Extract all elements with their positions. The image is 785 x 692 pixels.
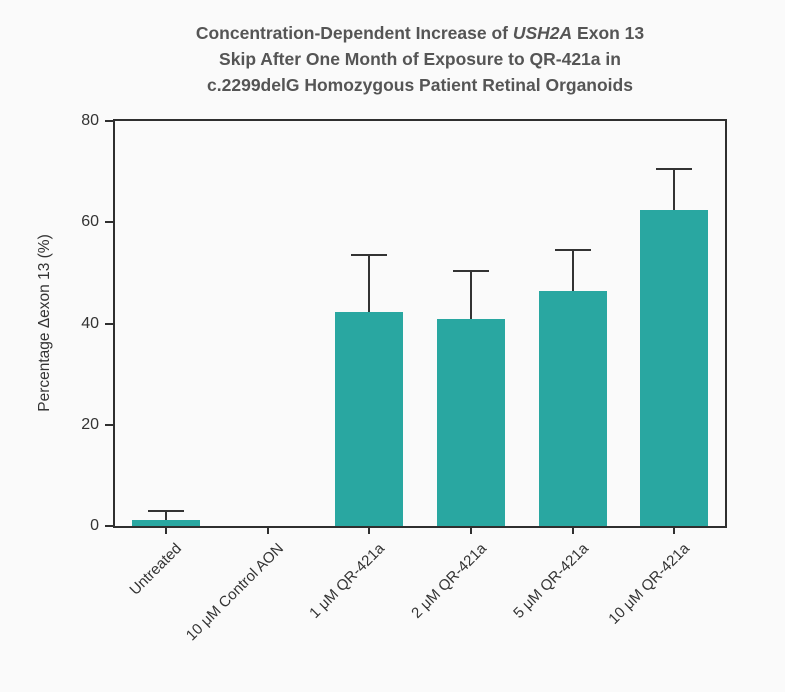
chart-title-segment: Concentration-Dependent Increase of [195, 23, 513, 43]
x-tick-label-text: 10 μM Control AON [182, 540, 287, 645]
x-tick-mark [571, 526, 574, 534]
bar [538, 290, 607, 526]
chart-title-line: Concentration-Dependent Increase of USH2… [103, 20, 737, 46]
x-tick-label-text: 5 μM QR-421a [509, 540, 592, 622]
x-tick-mark [673, 526, 676, 534]
error-bar-stem [673, 167, 676, 210]
bar [640, 209, 709, 526]
error-bar-cap [351, 253, 388, 256]
error-bar-stem [164, 510, 167, 520]
chart-title: Concentration-Dependent Increase of USH2… [103, 20, 737, 98]
x-tick-mark [266, 526, 269, 534]
error-bar-stem [368, 253, 371, 312]
chart-title-line: Skip After One Month of Exposure to QR-4… [103, 46, 737, 72]
bar [131, 519, 200, 526]
error-bar-stem [571, 248, 574, 291]
x-tick-mark [469, 526, 472, 534]
error-bar-cap [147, 510, 184, 513]
chart-title-segment-italic: USH2A [512, 23, 573, 43]
plot-area: Percentage Δexon 13 (%) 0 20 40 60 80 Untreat… [36, 112, 727, 644]
error-bar-stem [469, 270, 472, 320]
x-tick-label-text: 10 μM QR-421a [605, 540, 694, 628]
error-bar-cap [554, 248, 591, 251]
y-tick-label: 0 [90, 517, 99, 534]
error-bar-cap [656, 167, 693, 170]
y-tick-label: 40 [81, 314, 99, 332]
x-tick-label-text: 1 μM QR-421a [306, 540, 389, 622]
x-tick-mark [164, 526, 167, 534]
chart-title-line: c.2299delG Homozygous Patient Retinal Or… [103, 72, 737, 98]
chart-title-segment: Skip After One Month of Exposure to QR-4… [219, 49, 621, 69]
error-bar-cap [452, 270, 489, 273]
x-tick-label-text: 2 μM QR-421a [408, 540, 490, 622]
y-tick-mark [105, 525, 113, 527]
y-tick-mark [105, 221, 113, 224]
y-tick-mark [105, 120, 113, 122]
y-tick-mark [105, 322, 113, 325]
x-tick-mark [368, 526, 371, 534]
chart-title-segment: c.2299delG Homozygous Patient Retinal Or… [207, 75, 633, 95]
y-tick-label: 60 [81, 213, 99, 231]
bar [335, 311, 404, 526]
y-axis-label-text: Percentage Δexon 13 (%) [36, 234, 53, 412]
bar [436, 319, 505, 526]
x-tick-label-text: Untreated [126, 540, 185, 599]
chart-title-segment: Exon 13 [572, 23, 645, 43]
y-tick-mark [105, 423, 113, 426]
y-tick-label: 20 [81, 415, 99, 433]
y-tick-label: 80 [81, 112, 99, 129]
